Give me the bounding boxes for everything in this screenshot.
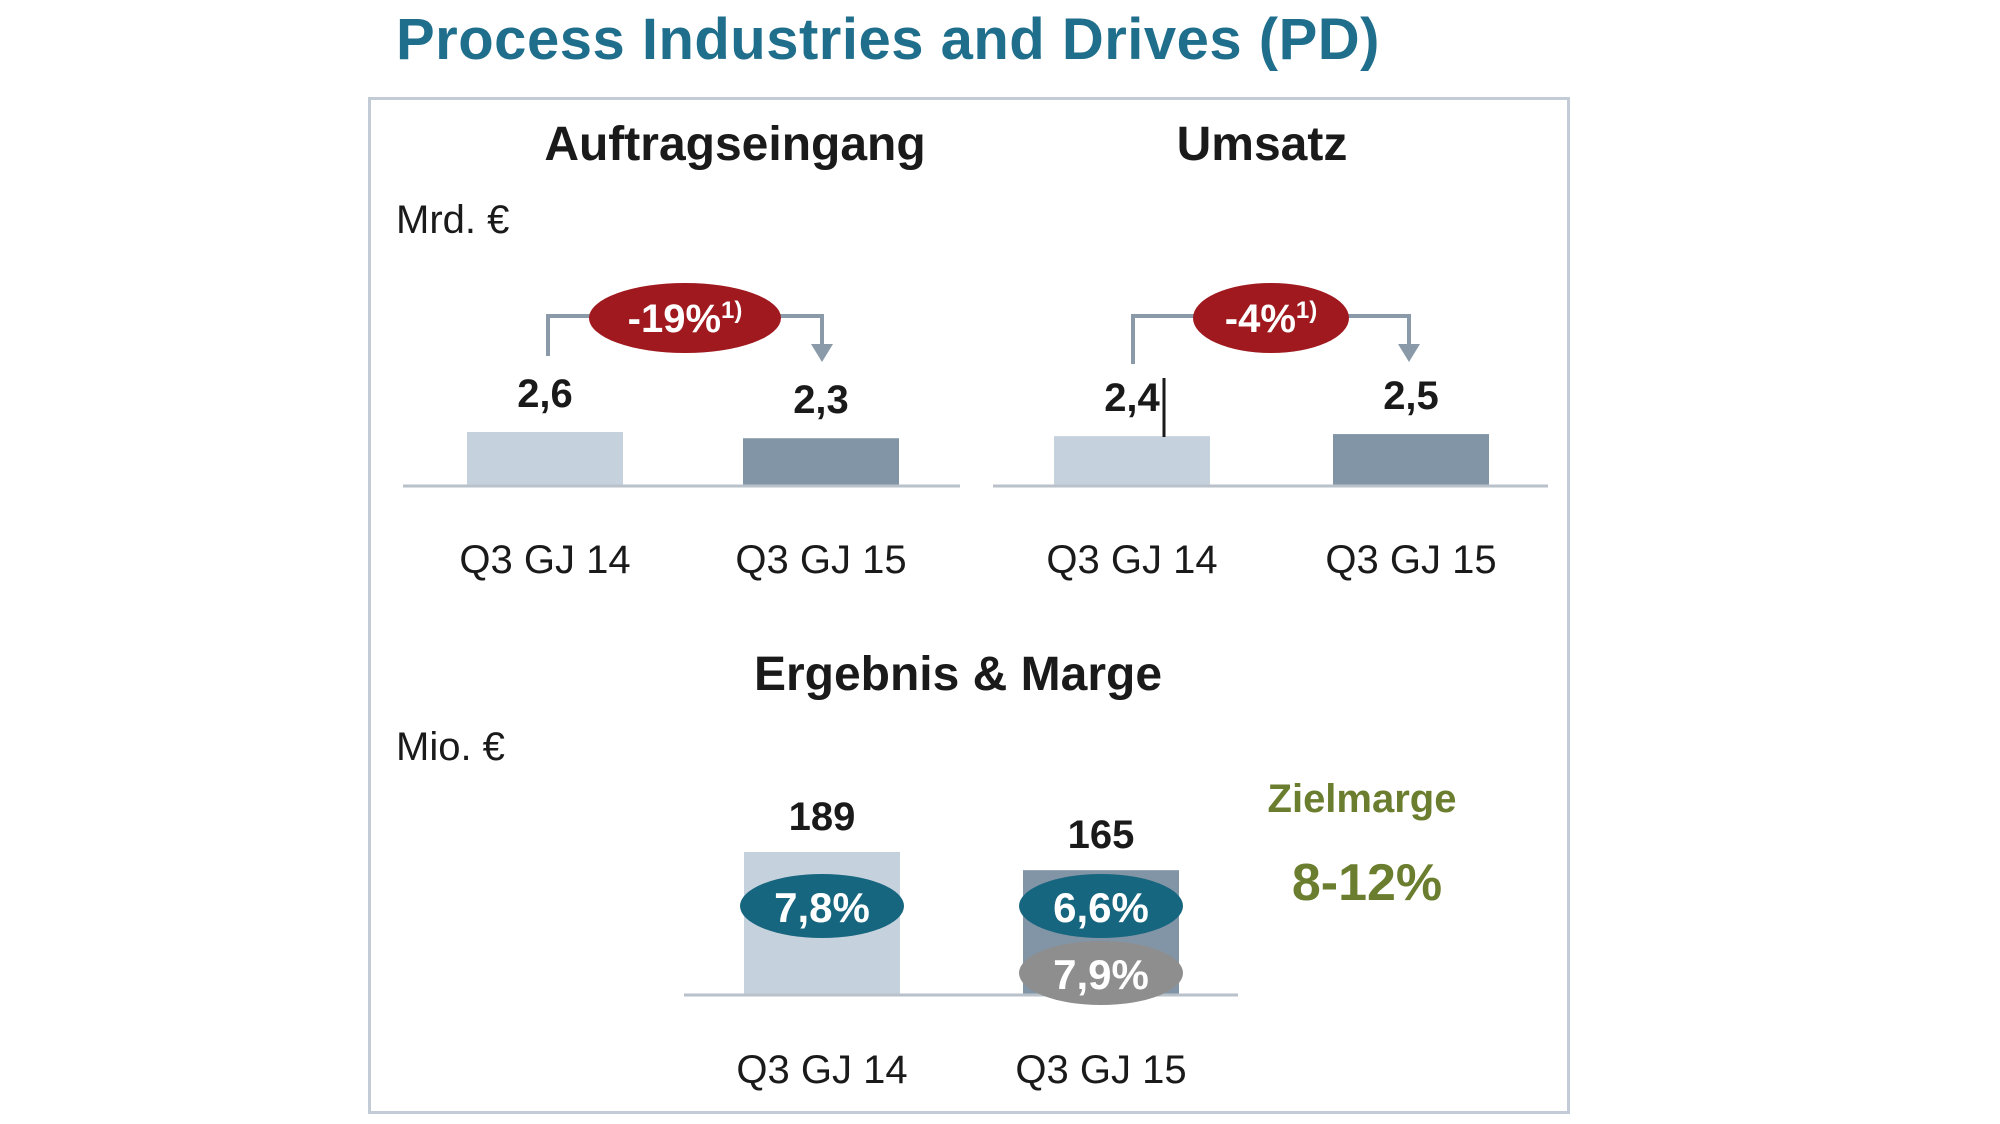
change-footnote: 1) [721, 297, 742, 324]
category-label: Q3 GJ 14 [1046, 538, 1217, 582]
margin-badge [1019, 874, 1183, 938]
change-footnote: 1) [1296, 297, 1317, 324]
arrow-head-icon [1398, 344, 1420, 362]
bar-value-label: 2,4 [1104, 376, 1160, 420]
bar [1054, 436, 1210, 486]
bar [743, 438, 899, 486]
target-margin-label: Zielmarge [1268, 777, 1457, 821]
target-margin-value: 8-12% [1292, 854, 1442, 912]
change-badge [589, 283, 781, 353]
bar-value-label: 2,5 [1383, 374, 1439, 418]
bar-value-label: 165 [1068, 813, 1135, 857]
panel-title: Ergebnis & Marge [754, 648, 1162, 701]
category-label: Q3 GJ 15 [1325, 538, 1496, 582]
change-badge [1193, 283, 1349, 353]
secondary-margin-badge [1019, 941, 1183, 1005]
unit-label-orders: Mrd. € [396, 198, 509, 242]
bar [1333, 434, 1489, 486]
change-label: -19%1) [628, 297, 743, 341]
category-label: Q3 GJ 15 [1015, 1048, 1186, 1092]
change-value: -19% [628, 297, 721, 341]
bar-value-label: 2,3 [793, 378, 849, 422]
margin-label: 6,6% [1053, 884, 1149, 931]
category-label: Q3 GJ 14 [736, 1048, 907, 1092]
secondary-margin-label: 7,9% [1053, 951, 1149, 998]
page-title: Process Industries and Drives (PD) [396, 7, 1380, 72]
margin-label: 7,8% [774, 884, 870, 931]
arrow-head-icon [811, 344, 833, 362]
panel-title: Umsatz [1177, 118, 1348, 171]
change-label: -4%1) [1225, 297, 1317, 341]
bar-value-label: 2,6 [517, 372, 573, 416]
panel-title: Auftragseingang [544, 118, 925, 171]
unit-label-profit: Mio. € [396, 725, 505, 769]
category-label: Q3 GJ 15 [735, 538, 906, 582]
chart-frame [368, 97, 1570, 1114]
category-label: Q3 GJ 14 [459, 538, 630, 582]
change-value: -4% [1225, 297, 1296, 341]
bar-value-label: 189 [789, 795, 856, 839]
bar [467, 432, 623, 486]
margin-badge [740, 874, 904, 938]
